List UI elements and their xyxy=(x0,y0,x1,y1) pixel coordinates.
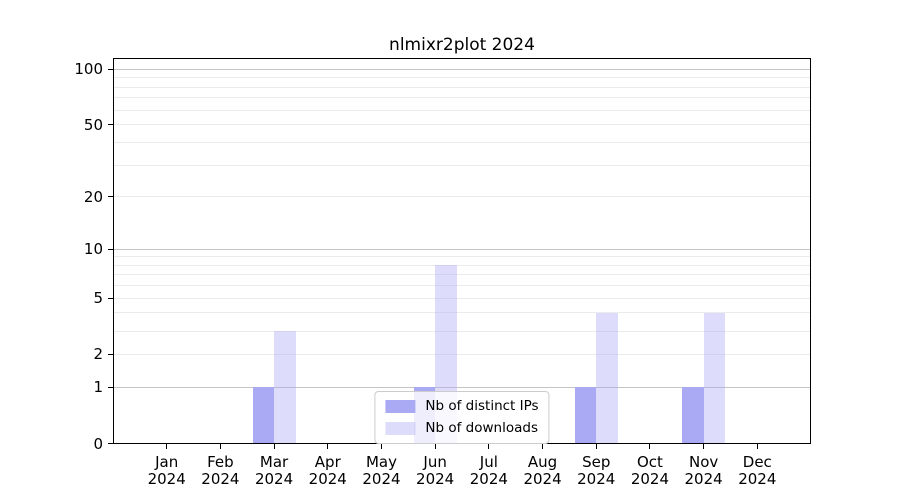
x-tick-year: 2024 xyxy=(577,469,616,488)
x-tick-label-sep: Sep 2024 xyxy=(577,452,616,488)
y-tick-2 xyxy=(108,353,113,355)
legend-item-distinct-ips: Nb of distinct IPs xyxy=(385,397,539,415)
x-tick-month: May xyxy=(365,452,397,471)
x-tick-month: Nov xyxy=(688,452,719,471)
x-tick-label-oct: Oct 2024 xyxy=(630,452,670,488)
x-tick-jan xyxy=(166,443,168,449)
x-tick-label-may: May 2024 xyxy=(362,452,401,488)
x-tick-month: Jan xyxy=(155,452,179,471)
gridline-minor-80 xyxy=(114,86,810,88)
x-tick-oct xyxy=(649,443,651,449)
y-tick-label-0: 0 xyxy=(93,434,103,453)
x-tick-label-nov: Nov 2024 xyxy=(684,452,723,488)
legend-label-distinct-ips: Nb of distinct IPs xyxy=(425,398,539,414)
y-tick-label-10: 10 xyxy=(83,240,103,259)
x-tick-month: Oct xyxy=(636,452,663,471)
y-tick-label-20: 20 xyxy=(83,187,103,206)
gridline-minor-5 xyxy=(114,297,810,299)
x-tick-label-jul: Jul 2024 xyxy=(469,452,508,488)
x-tick-month: Apr xyxy=(314,452,341,471)
gridline-minor-4 xyxy=(114,312,810,314)
y-tick-label-2: 2 xyxy=(93,345,103,364)
legend-swatch-distinct-ips xyxy=(385,399,416,413)
legend: Nb of distinct IPs Nb of downloads xyxy=(374,391,550,444)
y-tick-10 xyxy=(108,248,113,250)
x-tick-month: Feb xyxy=(207,452,234,471)
x-tick-label-jun: Jun 2024 xyxy=(416,452,455,488)
gridline-minor-60 xyxy=(114,109,810,111)
legend-item-downloads: Nb of downloads xyxy=(385,419,538,437)
x-tick-jul xyxy=(488,443,490,449)
gridline-minor-30 xyxy=(114,164,810,166)
x-tick-year: 2024 xyxy=(469,469,508,488)
x-tick-label-jan: Jan 2024 xyxy=(147,452,186,488)
x-tick-mar xyxy=(273,443,275,449)
gridline-major-1 xyxy=(114,386,810,388)
x-tick-label-aug: Aug 2024 xyxy=(523,452,562,488)
x-tick-year: 2024 xyxy=(523,469,562,488)
y-tick-20 xyxy=(108,196,113,198)
y-tick-1 xyxy=(108,386,113,388)
gridline-minor-70 xyxy=(114,97,810,99)
x-tick-nov xyxy=(703,443,705,449)
bar-downloads-mar xyxy=(274,331,296,444)
chart-title: nlmixr2plot 2024 xyxy=(389,35,535,55)
bar-distinct-ips-sep xyxy=(574,387,597,444)
y-tick-label-50: 50 xyxy=(83,115,103,134)
x-tick-aug xyxy=(542,443,544,449)
gridline-minor-90 xyxy=(114,77,810,79)
x-tick-year: 2024 xyxy=(308,469,347,488)
legend-label-downloads: Nb of downloads xyxy=(425,420,538,436)
x-tick-year: 2024 xyxy=(362,469,401,488)
gridline-minor-20 xyxy=(114,196,810,198)
x-tick-month: Sep xyxy=(582,452,611,471)
x-tick-month: Dec xyxy=(742,452,772,471)
gridline-minor-2 xyxy=(114,353,810,355)
x-tick-sep xyxy=(595,443,597,449)
x-tick-label-apr: Apr 2024 xyxy=(308,452,347,488)
gridline-minor-8 xyxy=(114,264,810,266)
y-tick-0 xyxy=(108,443,113,444)
x-tick-month: Jul xyxy=(479,452,498,471)
x-tick-year: 2024 xyxy=(630,469,670,488)
x-tick-year: 2024 xyxy=(684,469,723,488)
x-tick-month: Mar xyxy=(259,452,289,471)
y-tick-label-1: 1 xyxy=(93,378,103,397)
y-tick-100 xyxy=(108,68,113,70)
bar-downloads-sep xyxy=(596,312,618,444)
x-tick-year: 2024 xyxy=(147,469,186,488)
x-tick-year: 2024 xyxy=(254,469,294,488)
x-tick-label-dec: Dec 2024 xyxy=(738,452,777,488)
y-tick-5 xyxy=(108,297,113,299)
x-tick-feb xyxy=(219,443,221,449)
gridline-minor-9 xyxy=(114,256,810,258)
gridline-minor-50 xyxy=(114,124,810,126)
x-tick-year: 2024 xyxy=(416,469,455,488)
x-tick-month: Aug xyxy=(527,452,558,471)
gridline-minor-7 xyxy=(114,274,810,276)
bar-distinct-ips-mar xyxy=(252,387,275,444)
gridline-major-10 xyxy=(114,248,810,250)
y-tick-label-100: 100 xyxy=(74,60,103,79)
x-tick-year: 2024 xyxy=(738,469,777,488)
x-tick-may xyxy=(380,443,382,449)
legend-swatch-downloads xyxy=(385,421,416,435)
bar-downloads-nov xyxy=(703,312,726,444)
x-tick-year: 2024 xyxy=(201,469,240,488)
gridline-minor-40 xyxy=(114,141,810,143)
gridline-major-100 xyxy=(114,68,810,70)
x-tick-jun xyxy=(434,443,436,449)
x-tick-month: Jun xyxy=(423,452,447,471)
gridline-minor-3 xyxy=(114,330,810,332)
gridline-minor-6 xyxy=(114,285,810,287)
x-tick-dec xyxy=(756,443,758,449)
x-tick-label-feb: Feb 2024 xyxy=(201,452,240,488)
y-tick-label-5: 5 xyxy=(93,289,103,308)
x-tick-label-mar: Mar 2024 xyxy=(254,452,294,488)
y-tick-50 xyxy=(108,124,113,126)
x-tick-apr xyxy=(327,443,329,449)
bar-distinct-ips-nov xyxy=(682,387,704,444)
